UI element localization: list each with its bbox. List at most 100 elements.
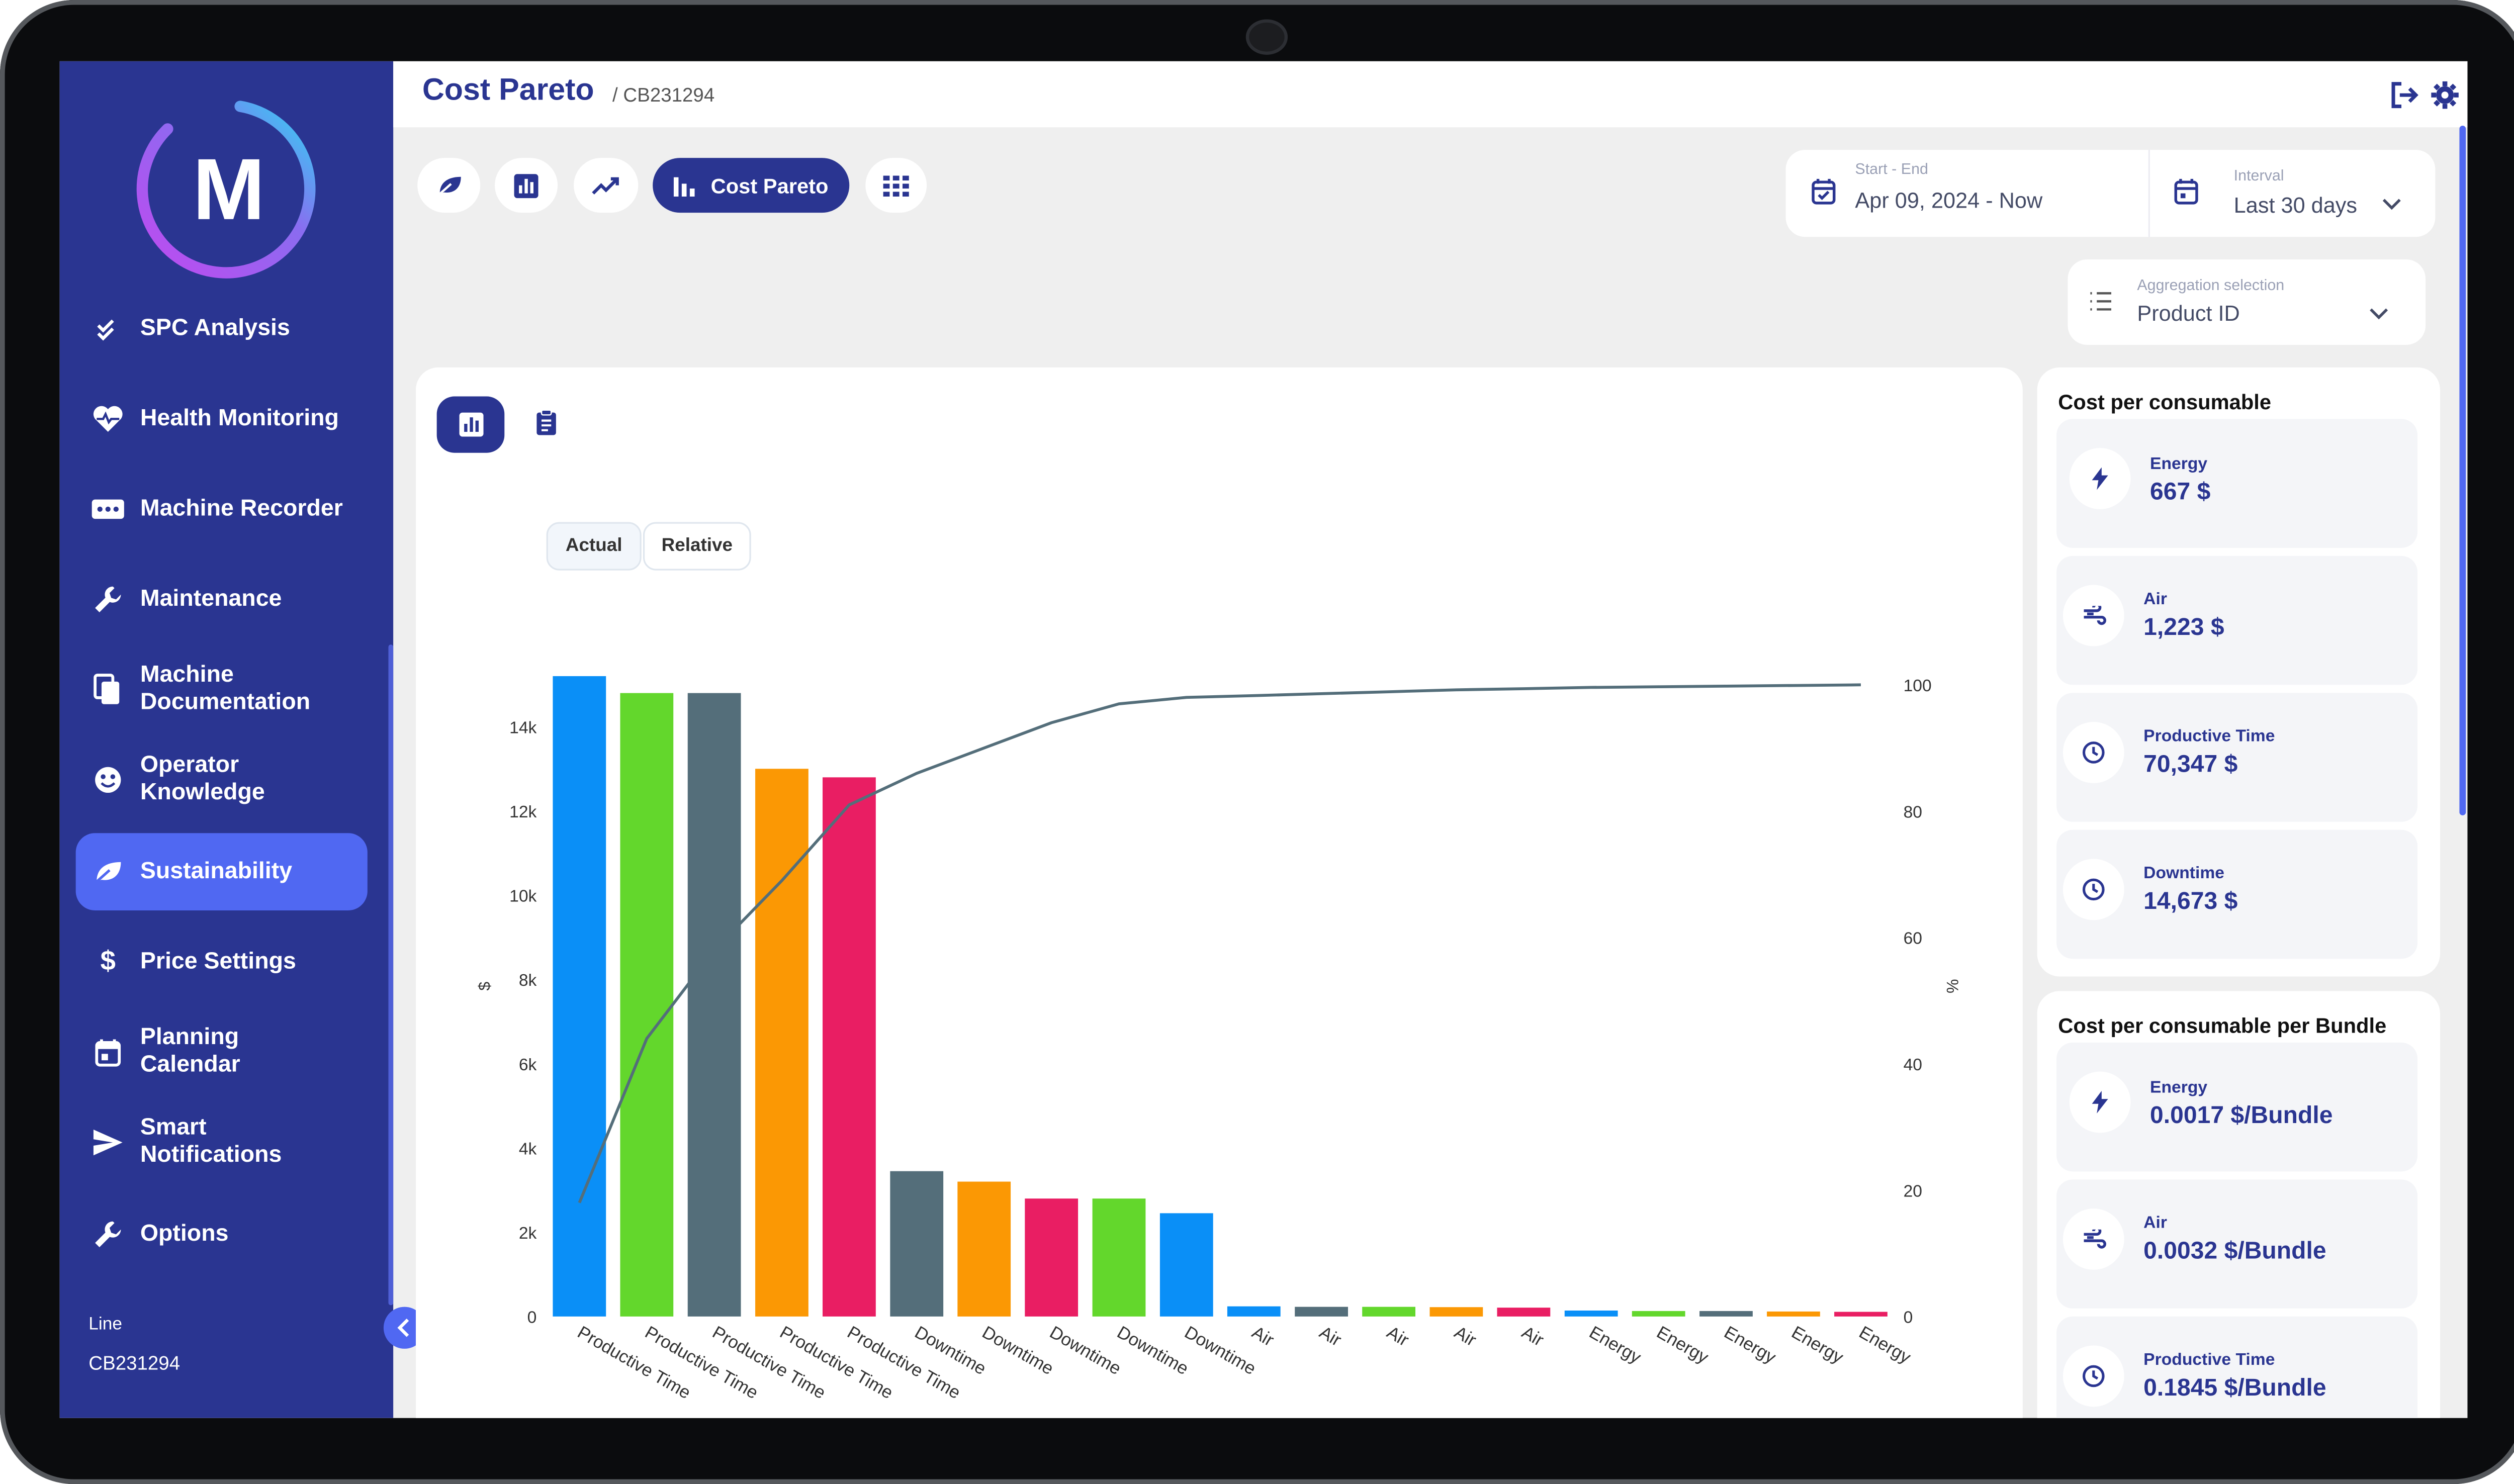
logout-icon[interactable] — [2388, 80, 2420, 110]
bar — [1295, 1307, 1348, 1317]
sidebar-item-spc-analysis[interactable]: SPC Analysis — [76, 290, 368, 367]
bundle-name: Productive Time — [2143, 1350, 2275, 1370]
clock-icon — [2062, 722, 2124, 783]
breadcrumb: / CB231294 — [612, 83, 715, 107]
table-view-button[interactable] — [535, 409, 558, 445]
clock-icon — [2062, 859, 2124, 920]
calendar-icon — [2174, 178, 2198, 205]
cost-pareto-tab[interactable]: Cost Pareto — [653, 158, 850, 213]
consumable-productive-time: Productive Time 70,347 $ — [2056, 693, 2418, 822]
sidebar-item-maintenance[interactable]: Maintenance — [76, 561, 368, 638]
bar-chart-icon — [673, 177, 695, 197]
sidebar-item-planning-calendar[interactable]: Planning Calendar — [76, 1013, 368, 1091]
leaf-icon — [436, 176, 461, 196]
wrench-icon — [76, 1220, 140, 1249]
bar — [1497, 1308, 1551, 1317]
lightning-icon — [2069, 1071, 2131, 1133]
calendar-icon — [76, 1038, 140, 1067]
y2-tick-label: 60 — [1904, 930, 1922, 948]
consumable-name: Energy — [2150, 454, 2208, 474]
sidebar-item-machine-documentation[interactable]: Machine Documentation — [76, 651, 368, 728]
trend-view-button[interactable] — [574, 158, 639, 213]
sidebar-item-smart-notifications[interactable]: Smart Notifications — [76, 1104, 368, 1181]
x-tick-label: Air — [1384, 1322, 1412, 1350]
sidebar-item-label: Health Monitoring — [140, 405, 339, 431]
page-header: Cost Pareto / CB231294 — [393, 61, 2468, 128]
app-screen: M SPC Analysis Health Monitoring Machine… — [59, 61, 2468, 1418]
bar-chart-view-button[interactable] — [495, 158, 558, 213]
app-logo: M — [136, 101, 316, 279]
consumable-name: Air — [2143, 590, 2167, 609]
sidebar-item-sustainability[interactable]: Sustainability — [75, 833, 368, 911]
bar — [553, 676, 606, 1317]
sidebar-item-machine-recorder[interactable]: Machine Recorder — [76, 471, 368, 548]
sidebar: M SPC Analysis Health Monitoring Machine… — [59, 61, 394, 1418]
consumable-energy: Energy 667 $ — [2056, 419, 2418, 548]
sidebar-item-label: Smart Notifications — [140, 1115, 282, 1168]
cost-per-bundle-card: Cost per consumable per Bundle Energy 0.… — [2037, 991, 2440, 1418]
bar — [1227, 1306, 1281, 1317]
bundle-air: Air 0.0032 $/Bundle — [2056, 1179, 2418, 1309]
pareto-chart: 0 2k 4k 6k 8k 10k 12k 14k 0 20 40 60 80 100 $ % Producti… — [475, 676, 1961, 1403]
y-tick-label: 14k — [509, 718, 536, 737]
x-tick-label: Energy — [1788, 1322, 1847, 1367]
sustainability-view-button[interactable] — [417, 158, 481, 213]
content-scrollbar[interactable] — [2459, 126, 2466, 815]
x-tick-label: Productive Time — [776, 1322, 896, 1403]
gear-icon[interactable] — [2431, 80, 2460, 110]
bundle-productive-time: Productive Time 0.1845 $/Bundle — [2056, 1316, 2418, 1418]
consumable-value: 1,223 $ — [2143, 614, 2224, 641]
trending-up-icon — [592, 177, 619, 195]
sidebar-item-label: SPC Analysis — [140, 315, 290, 341]
wind-icon — [2062, 585, 2124, 646]
sidebar-scrollbar[interactable] — [388, 644, 394, 1306]
camera — [1245, 19, 1288, 55]
sidebar-item-health-monitoring[interactable]: Health Monitoring — [76, 380, 368, 457]
y-tick-label: 0 — [527, 1309, 537, 1327]
heart-pulse-icon — [76, 405, 140, 434]
consumable-value: 70,347 $ — [2143, 751, 2238, 779]
bundle-name: Energy — [2150, 1078, 2208, 1097]
dollar-icon: $ — [100, 946, 116, 977]
x-tick-label: Energy — [1586, 1322, 1645, 1367]
x-tick-label: Energy — [1721, 1322, 1779, 1367]
x-tick-label: Downtime — [979, 1322, 1057, 1378]
sidebar-item-operator-knowledge[interactable]: Operator Knowledge — [76, 741, 368, 818]
consumable-value: 667 $ — [2150, 479, 2211, 506]
bar — [957, 1181, 1011, 1317]
aggregation-select[interactable]: Aggregation selection Product ID — [2068, 259, 2426, 345]
x-tick-label: Downtime — [1181, 1322, 1259, 1378]
sidebar-item-price-settings[interactable]: $ Price Settings — [76, 923, 368, 1001]
chart-card: Actual Relative 0 2k 4k 6k 8k 10k 12k 14k 0 20 40 6… — [415, 367, 2023, 1418]
sidebar-item-label: Machine Recorder — [140, 495, 343, 521]
sidebar-item-options[interactable]: Options — [76, 1195, 368, 1273]
x-tick-label: Downtime — [1046, 1322, 1124, 1378]
recorder-icon — [76, 496, 140, 522]
consumable-value: 14,673 $ — [2143, 888, 2238, 915]
y2-tick-label: 40 — [1904, 1056, 1922, 1074]
relative-toggle[interactable]: Relative — [643, 522, 751, 571]
x-tick-label: Air — [1316, 1322, 1345, 1350]
bundle-energy: Energy 0.0017 $/Bundle — [2056, 1042, 2418, 1172]
sidebar-item-label: Maintenance — [140, 586, 282, 612]
y-tick-label: 10k — [509, 887, 536, 906]
send-icon — [76, 1128, 140, 1157]
consumable-air: Air 1,223 $ — [2056, 555, 2418, 685]
bundle-value: 0.0032 $/Bundle — [2143, 1237, 2326, 1265]
date-range-filter[interactable]: Start - End Apr 09, 2024 - Now Interval … — [1785, 150, 2436, 237]
bundle-value: 0.0017 $/Bundle — [2150, 1102, 2333, 1130]
list-icon — [2090, 292, 2112, 311]
leaf-icon — [76, 859, 140, 884]
calendar-check-icon — [1812, 178, 1836, 205]
y-tick-label: 2k — [519, 1224, 537, 1243]
bar — [1429, 1307, 1483, 1317]
y-tick-label: 8k — [519, 971, 537, 990]
grid-view-button[interactable] — [865, 158, 927, 213]
chart-view-button[interactable] — [436, 396, 505, 453]
clock-icon — [2062, 1345, 2124, 1407]
sidebar-item-label: Price Settings — [140, 948, 296, 974]
actual-toggle[interactable]: Actual — [546, 522, 642, 571]
cost-per-consumable-title: Cost per consumable — [2058, 390, 2272, 414]
sidebar-item-label: Options — [140, 1221, 229, 1247]
chevron-down-icon — [2370, 308, 2388, 320]
